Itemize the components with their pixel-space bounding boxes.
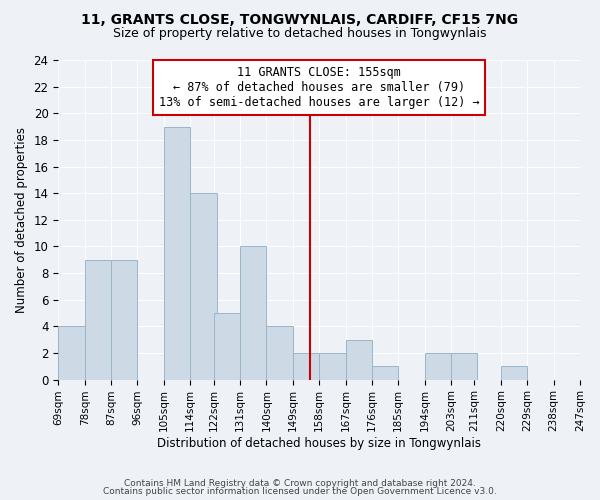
Text: Size of property relative to detached houses in Tongwynlais: Size of property relative to detached ho…	[113, 28, 487, 40]
Text: Contains public sector information licensed under the Open Government Licence v3: Contains public sector information licen…	[103, 487, 497, 496]
Bar	[214, 313, 240, 380]
Bar	[501, 366, 527, 380]
Bar	[58, 326, 85, 380]
Bar	[111, 260, 137, 380]
Bar	[240, 246, 266, 380]
Bar	[451, 353, 478, 380]
Y-axis label: Number of detached properties: Number of detached properties	[15, 127, 28, 313]
Text: 11 GRANTS CLOSE: 155sqm
← 87% of detached houses are smaller (79)
13% of semi-de: 11 GRANTS CLOSE: 155sqm ← 87% of detache…	[159, 66, 479, 110]
Bar	[293, 353, 319, 380]
Bar	[372, 366, 398, 380]
Bar	[425, 353, 451, 380]
Bar	[580, 366, 600, 380]
Bar	[319, 353, 346, 380]
Bar	[85, 260, 111, 380]
X-axis label: Distribution of detached houses by size in Tongwynlais: Distribution of detached houses by size …	[157, 437, 481, 450]
Bar	[346, 340, 372, 380]
Bar	[266, 326, 293, 380]
Bar	[164, 126, 190, 380]
Text: 11, GRANTS CLOSE, TONGWYNLAIS, CARDIFF, CF15 7NG: 11, GRANTS CLOSE, TONGWYNLAIS, CARDIFF, …	[82, 12, 518, 26]
Bar	[190, 193, 217, 380]
Text: Contains HM Land Registry data © Crown copyright and database right 2024.: Contains HM Land Registry data © Crown c…	[124, 478, 476, 488]
